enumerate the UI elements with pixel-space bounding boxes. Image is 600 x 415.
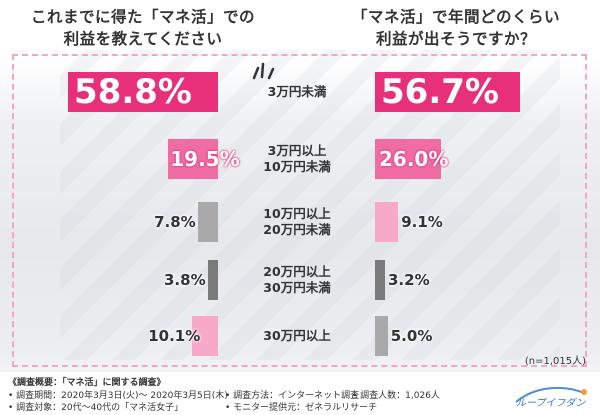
left-bar-3 [198,202,218,242]
left-bar-4 [208,260,218,300]
right-value-label-4: 3.2% [388,271,430,289]
footnote-period: • 調査期間：2020年3月3日(火)～ 2020年3月5日(木) [8,391,228,401]
left-value-label-1: 58.8% [74,72,193,112]
left-heading-line-1: これまでに得た「マネ活」での [30,8,255,26]
left-value-label-5: 10.1% [148,327,201,345]
category-label-4: 20万円以上 30万円未満 [222,264,372,296]
logo-swoosh-icon: ループイフダン [515,386,587,409]
category-label-3: 10万円以上 20万円未満 [222,206,372,238]
category-label-4-line-2: 30万円未満 [263,280,331,295]
left-bar-5 [192,316,218,356]
logo-text: ループイフダン [516,397,586,409]
left-bar-1 [68,72,218,112]
right-heading: 「マネ活」で年間どのくらい 利益が出そうですか？ [330,6,582,50]
footnote-target: • 調査対象：20代～40代の「マネ活女子」 [8,403,184,413]
right-bar-1 [375,72,520,112]
category-label-4-line-1: 20万円以上 [263,264,331,279]
right-bar-4 [375,260,385,300]
category-label-2-line-2: 10万円未満 [263,159,331,174]
left-heading: これまでに得た「マネ活」での 利益を教えてください [18,6,268,50]
right-value-label-1: 56.7% [381,72,499,112]
right-bar-3 [375,202,399,242]
right-heading-line-2: 利益が出そうですか？ [375,30,536,48]
left-heading-line-2: 利益を教えてください [63,30,223,48]
right-value-label-2: 26.0% [379,147,449,171]
right-value-label-3: 9.1% [401,213,443,231]
left-value-label-4: 3.8% [164,271,206,289]
category-label-3-line-1: 10万円以上 [263,206,331,221]
category-label-1: 3万円未満 [222,84,372,100]
footnote-area [0,372,600,415]
right-heading-line-1: 「マネ活」で年間どのくらい [351,8,560,26]
footnote-provider: • モニター提供元：ゼネラルリサーチ [225,403,378,413]
footnote-title: 《調査概要：「マネ活」に関する調査》 [8,378,166,388]
category-label-2: 3万円以上 10万円未満 [222,143,372,175]
logo: ループイフダン [510,380,590,410]
footnote-method: • 調査方法：インターネット調査 [225,391,360,401]
right-value-label-5: 5.0% [390,327,433,345]
sample-size: (n=1,015人) [524,356,586,367]
category-label-1-line-1: 3万円未満 [267,84,327,99]
footnote-count: • 調査人数：1,026人 [352,391,440,401]
left-value-label-3: 7.8% [154,213,196,231]
sparkle-icon [252,62,275,80]
category-label-5: 30万円以上 [222,328,372,344]
category-label-2-line-1: 3万円以上 [267,143,327,158]
chart-frame [12,54,587,367]
right-bar-2 [375,139,442,179]
right-bar-5 [375,316,388,356]
left-bar-2 [168,139,218,179]
category-label-5-line-1: 30万円以上 [263,328,331,343]
left-value-label-2: 19.5% [170,147,240,171]
category-label-3-line-2: 20万円未満 [263,222,331,237]
